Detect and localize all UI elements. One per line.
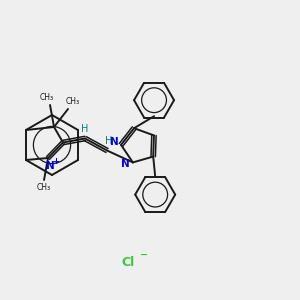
Text: H: H [81, 124, 89, 134]
Text: N: N [122, 159, 130, 170]
Text: CH₃: CH₃ [40, 94, 54, 103]
Text: N: N [110, 137, 118, 147]
Text: Cl: Cl [122, 256, 135, 268]
Text: +: + [52, 157, 59, 166]
Text: CH₃: CH₃ [37, 184, 51, 193]
Text: ⁻: ⁻ [140, 250, 148, 266]
Text: CH₃: CH₃ [66, 98, 80, 106]
Text: H: H [105, 136, 113, 146]
Text: N: N [46, 161, 54, 171]
